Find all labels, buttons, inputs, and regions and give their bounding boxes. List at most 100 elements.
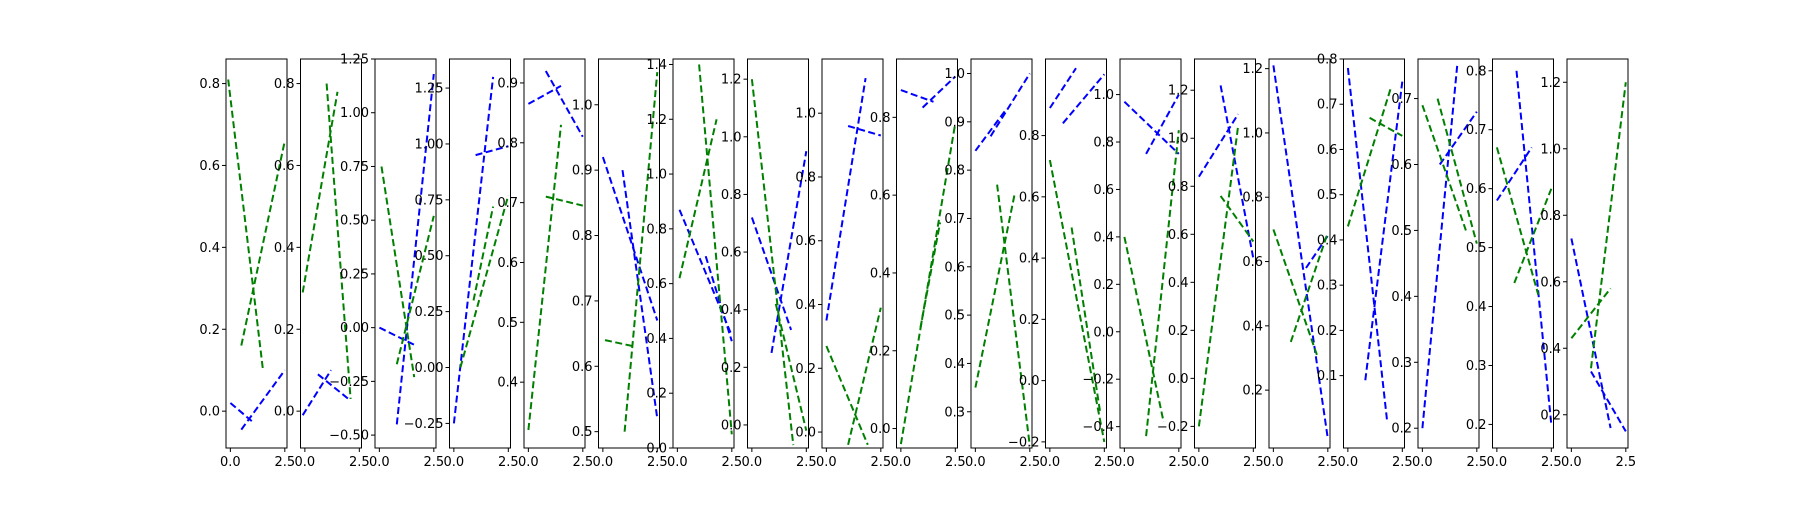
- y-tick-label: 1.00: [340, 106, 369, 121]
- x-tick-label: 2.5: [1168, 455, 1189, 470]
- y-tick-label: 0.6: [1317, 143, 1338, 158]
- y-tick-label: 0.0: [795, 426, 816, 441]
- y-tick-label: 0.4: [870, 266, 891, 281]
- y-tick-label: 0.7: [1317, 98, 1338, 113]
- y-tick-label: 0.4: [199, 241, 220, 256]
- series-line-green-1: [1346, 85, 1393, 227]
- subplot-9: 0.0 2.50.00.20.40.60.81.0: [795, 58, 891, 470]
- series-line-green-1: [301, 91, 339, 293]
- series-line-green-2: [1590, 82, 1627, 369]
- series-line-green-2: [847, 307, 882, 446]
- x-tick-label: 0.0: [1114, 455, 1135, 470]
- y-tick-label: 0.8: [1168, 180, 1189, 195]
- y-tick-label: 0.2: [1391, 422, 1412, 437]
- y-tick-label: 0.4: [1242, 319, 1263, 334]
- y-tick-label: 0.0: [1093, 325, 1114, 340]
- series-line-blue-1: [825, 77, 867, 321]
- y-tick-label: 0.4: [721, 303, 742, 318]
- y-tick-label: 0.4: [795, 298, 816, 313]
- y-tick-label: 0.25: [340, 267, 369, 282]
- axes-frame: [821, 58, 884, 449]
- axes-frame: [523, 58, 586, 449]
- y-tick-label: 0.7: [1466, 123, 1487, 138]
- x-tick-label: 2.5: [1615, 455, 1636, 470]
- y-tick-label: 0.1: [1317, 369, 1338, 384]
- y-tick-label: 0.0: [1019, 374, 1040, 389]
- y-tick-label: 0.2: [1466, 418, 1487, 433]
- y-tick-label: 0.00: [340, 321, 369, 336]
- y-tick-label: 0.2: [721, 361, 742, 376]
- series-line-blue-2: [1062, 73, 1106, 124]
- x-tick-label: 0.0: [1189, 455, 1210, 470]
- axes-frame: [672, 58, 735, 449]
- series-line-green-2: [1369, 116, 1403, 137]
- y-tick-label: 0.0: [721, 418, 742, 433]
- series-line-green-2: [774, 303, 808, 431]
- y-tick-label: 0.8: [1466, 64, 1487, 79]
- x-tick-label: 0.0: [1040, 455, 1061, 470]
- series-line-blue-1: [1496, 146, 1533, 202]
- series-line-green-1: [380, 166, 416, 378]
- y-tick-label: 0.75: [340, 160, 369, 175]
- y-tick-label: 0.4: [944, 357, 965, 372]
- y-tick-label: 0.2: [1242, 384, 1263, 399]
- series-line-blue-1: [1049, 67, 1077, 109]
- y-tick-label: 0.50: [415, 249, 444, 264]
- x-tick-label: 0.0: [816, 455, 837, 470]
- y-tick-label: 0.2: [1168, 324, 1189, 339]
- series-line-green-2: [1145, 130, 1180, 437]
- series-line-blue-2: [1515, 70, 1553, 425]
- subplot-13: 0.0 2.5−0.4−0.20.00.20.40.60.81.0: [1082, 58, 1189, 470]
- y-tick-label: 0.4: [1019, 252, 1040, 267]
- series-line-blue-1: [1123, 100, 1180, 155]
- x-tick-label: 2.5: [1541, 455, 1562, 470]
- series-line-green-1: [1495, 147, 1540, 296]
- series-line-blue-2: [847, 125, 882, 137]
- y-tick-label: 0.75: [415, 193, 444, 208]
- y-tick-label: 0.00: [415, 361, 444, 376]
- x-tick-label: 2.5: [1317, 455, 1338, 470]
- x-tick-label: 0.0: [593, 455, 614, 470]
- subplot-19: 0.0 2.50.20.40.60.81.01.2: [1540, 58, 1636, 470]
- subplot-2: 0.0 2.50.00.20.40.60.8: [274, 58, 370, 470]
- x-tick-label: 0.0: [1412, 455, 1433, 470]
- x-tick-label: 0.0: [1263, 455, 1284, 470]
- axes-frame: [1492, 58, 1554, 449]
- series-line-green-2: [698, 64, 733, 435]
- y-tick-label: 0.3: [1466, 359, 1487, 374]
- y-tick-label: 0.0: [274, 405, 295, 420]
- x-tick-label: 2.5: [1243, 455, 1264, 470]
- subplot-4: 0.0 2.5−0.250.000.250.500.751.001.25: [404, 58, 519, 470]
- y-tick-label: 0.4: [1093, 230, 1114, 245]
- y-tick-label: 0.4: [497, 376, 518, 391]
- y-tick-label: 0.2: [199, 323, 220, 338]
- series-line-green-2: [395, 215, 435, 365]
- y-tick-label: 0.6: [1391, 158, 1412, 173]
- y-tick-label: 0.5: [944, 309, 965, 324]
- series-line-blue-1: [1570, 238, 1612, 429]
- y-tick-label: 0.8: [1093, 136, 1114, 151]
- series-line-blue-1: [378, 326, 415, 346]
- series-line-blue-1: [974, 109, 1007, 152]
- series-line-green-1: [825, 345, 869, 446]
- series-line-blue-2: [621, 169, 659, 419]
- series-line-green-2: [919, 222, 942, 328]
- series-line-blue-2: [704, 255, 733, 342]
- y-tick-label: 0.4: [1466, 300, 1487, 315]
- y-tick-label: 0.6: [572, 360, 593, 375]
- subplot-6: 0.0 2.50.50.60.70.80.91.0: [572, 58, 668, 470]
- y-tick-label: 0.0: [646, 442, 667, 457]
- series-line-green-2: [545, 195, 584, 207]
- y-tick-label: 0.3: [1317, 279, 1338, 294]
- y-tick-label: −0.4: [1082, 420, 1114, 435]
- y-tick-label: 0.2: [646, 387, 667, 402]
- subplot-14: 0.0 2.5−0.20.00.20.40.60.81.01.2: [1157, 58, 1264, 470]
- x-tick-label: 2.5: [647, 455, 668, 470]
- y-tick-label: −0.2: [1157, 420, 1189, 435]
- series-line-blue-2: [240, 369, 286, 431]
- series-line-blue-1: [1346, 67, 1389, 422]
- y-tick-label: 0.7: [944, 212, 965, 227]
- y-tick-label: 0.7: [1391, 92, 1412, 107]
- y-tick-label: 1.4: [646, 58, 667, 73]
